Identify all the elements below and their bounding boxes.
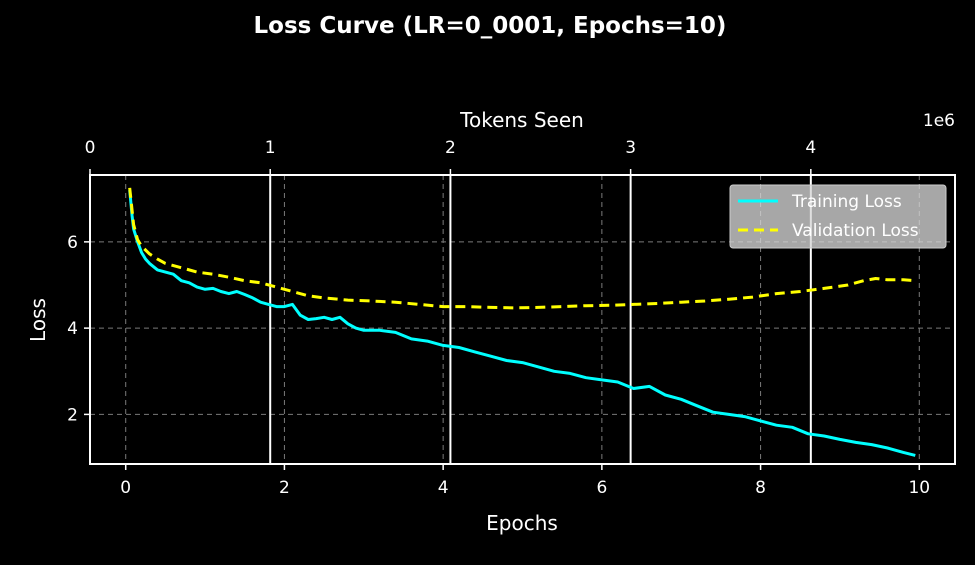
- legend-training-label: Training Loss: [791, 192, 902, 212]
- legend: Training Loss Validation Loss: [729, 184, 947, 249]
- x-axis-label: Epochs: [486, 511, 558, 535]
- validation-loss-line: [128, 187, 916, 310]
- y-tick-label: 4: [67, 319, 78, 339]
- top-x-exponent: 1e6: [923, 111, 955, 131]
- x-tick-label: 4: [438, 478, 449, 498]
- x-tick-label: 0: [120, 478, 131, 498]
- legend-box: [729, 184, 947, 249]
- y-tick-label: 6: [67, 233, 78, 253]
- y-tick-label: 2: [67, 405, 78, 425]
- x-tick-label: 10: [908, 478, 930, 498]
- legend-validation-label: Validation Loss: [792, 221, 919, 241]
- plot-frame: [89, 174, 956, 465]
- training-loss-line: [128, 189, 916, 457]
- top-x-tick-label: 2: [445, 138, 456, 158]
- top-x-tick-label: 1: [265, 138, 276, 158]
- x-tick-label: 6: [596, 478, 607, 498]
- chart-title: Loss Curve (LR=0_0001, Epochs=10): [254, 13, 727, 39]
- x-tick-label: 8: [755, 478, 766, 498]
- ticks: 0 2 4 6 8 10 2 4 6 0 1 2 3 4: [67, 138, 930, 498]
- top-x-tick-label: 3: [625, 138, 636, 158]
- series-layer: [128, 187, 916, 457]
- top-x-tick-label: 0: [85, 138, 96, 158]
- top-x-tick-label: 4: [805, 138, 816, 158]
- top-x-axis-label: Tokens Seen: [459, 108, 584, 132]
- x-tick-label: 2: [279, 478, 290, 498]
- y-axis-label: Loss: [26, 298, 50, 342]
